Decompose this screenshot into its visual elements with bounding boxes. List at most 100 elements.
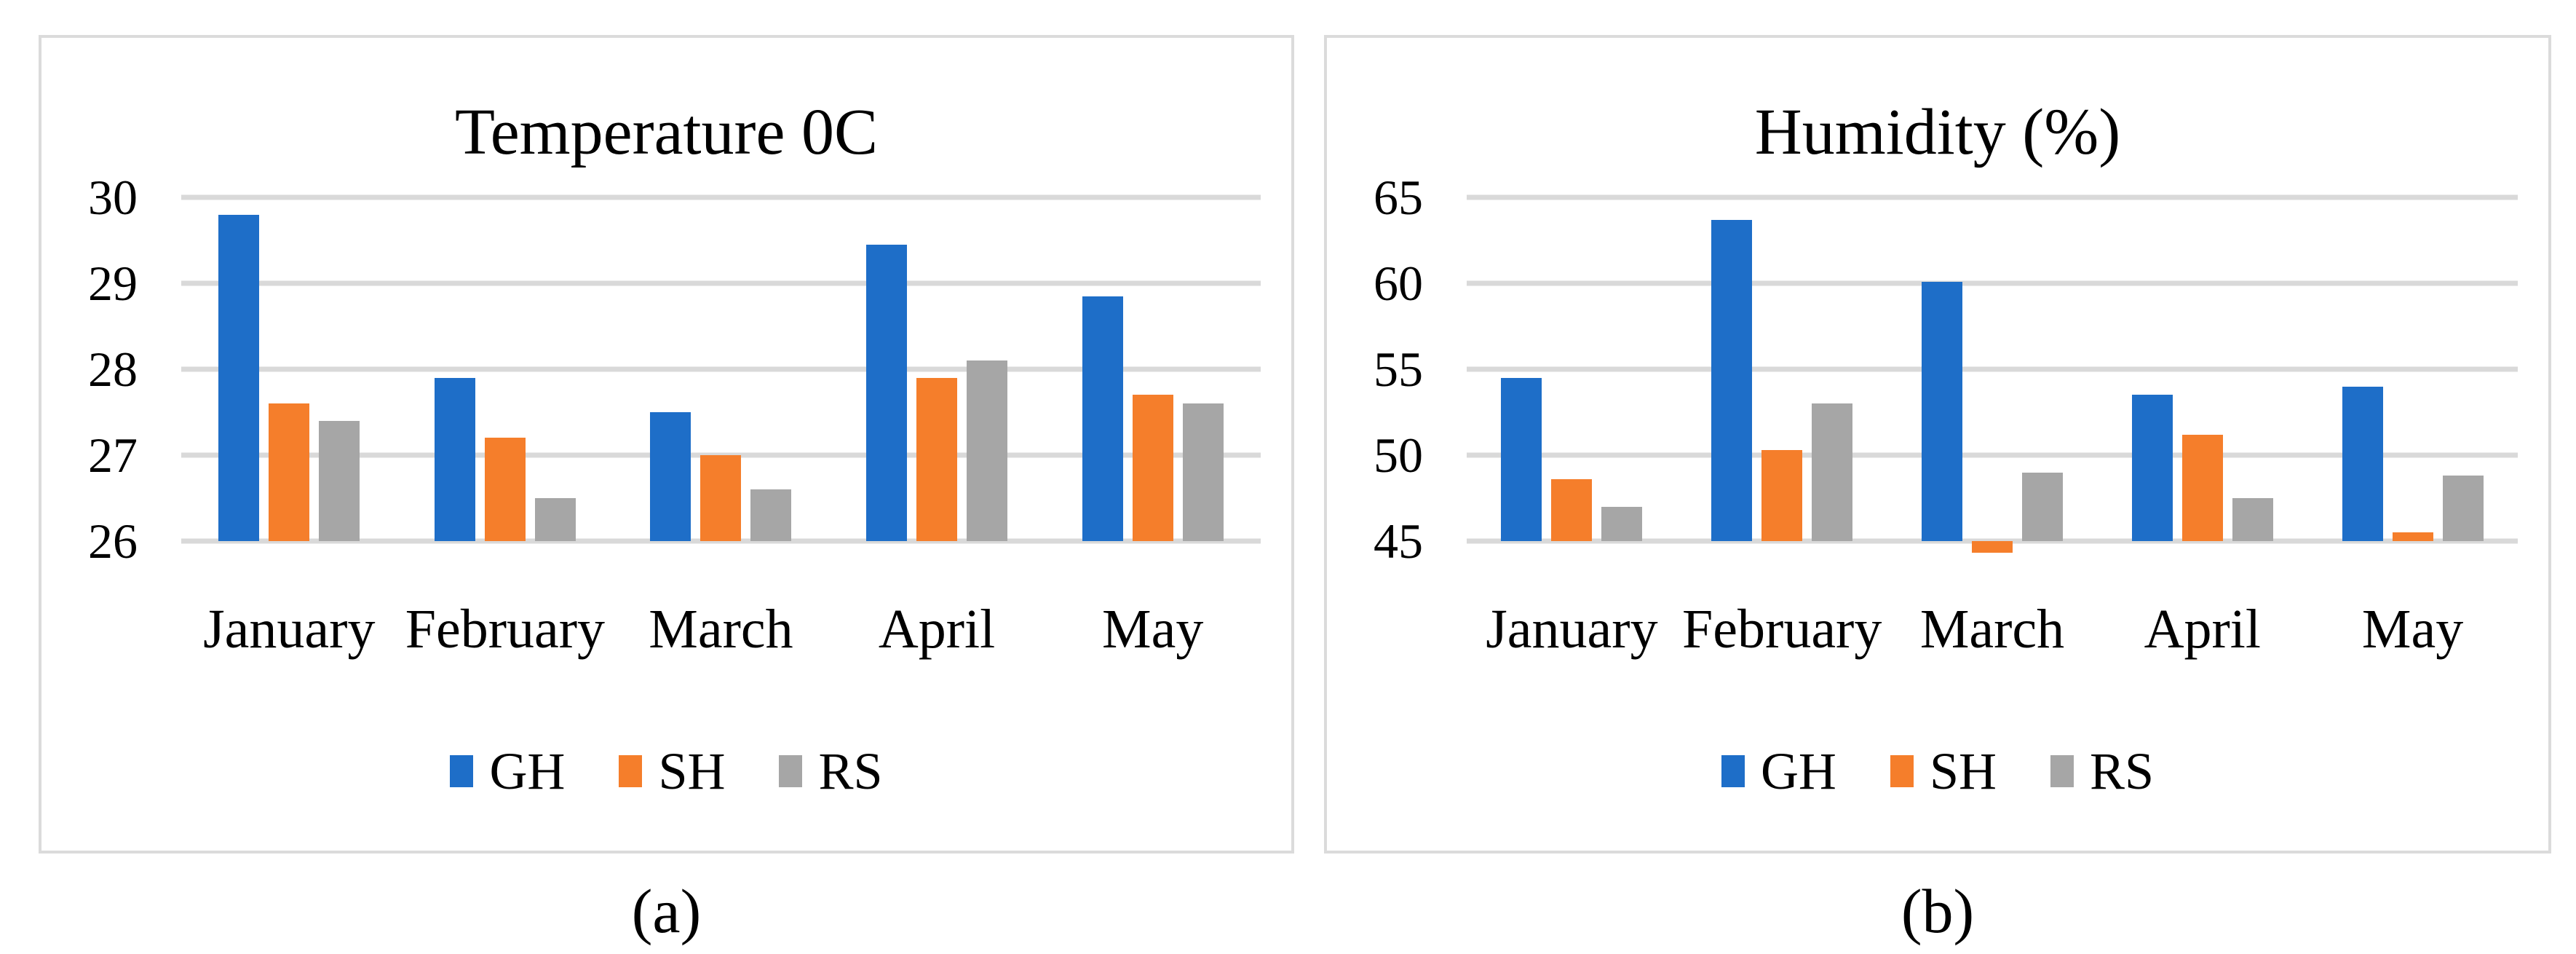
bar-sh-february xyxy=(484,438,526,541)
humidity-plot-area xyxy=(1467,194,2518,553)
y-tick-label: 55 xyxy=(1374,342,1423,397)
temperature-plot-area xyxy=(181,194,1261,544)
bar-gh-february xyxy=(1711,219,1753,541)
bar-gh-april xyxy=(2131,395,2173,541)
x-label-february: February xyxy=(1682,599,1882,660)
legend-label-gh: GH xyxy=(489,742,566,800)
legend-item-gh: GH xyxy=(450,745,565,797)
gridline-y-55 xyxy=(1467,366,2518,372)
bar-gh-april xyxy=(866,244,908,541)
x-label-may: May xyxy=(1102,599,1204,660)
legend-marker-rs-icon xyxy=(779,755,803,787)
legend-marker-rs-icon xyxy=(2050,755,2074,787)
bar-rs-may xyxy=(1182,403,1224,541)
bar-group-january xyxy=(1467,197,1677,541)
legend-marker-sh-icon xyxy=(619,755,643,787)
bar-gh-january xyxy=(1501,377,1542,541)
legend-item-rs: RS xyxy=(2050,745,2154,797)
x-label-may: May xyxy=(2361,599,2464,660)
humidity-x-axis-labels: January February March April May xyxy=(1467,586,2518,673)
bar-sh-january xyxy=(269,403,310,541)
y-tick-label: 28 xyxy=(88,342,138,397)
legend-label-gh: GH xyxy=(1760,742,1836,800)
legend-item-sh: SH xyxy=(619,745,725,797)
bar-gh-may xyxy=(2342,386,2383,541)
legend-label-rs: RS xyxy=(818,742,883,800)
x-label-march: March xyxy=(1919,599,2065,660)
humidity-legend: GH SH RS xyxy=(1327,731,2548,811)
bar-group-march xyxy=(1887,197,2098,553)
bar-group-april xyxy=(2097,197,2307,541)
temperature-chart-panel: Temperature 0C 26 27 28 29 30 January Februar… xyxy=(39,35,1294,854)
chart-title-temperature: Temperature 0C xyxy=(455,96,878,168)
legend-item-gh: GH xyxy=(1721,745,1836,797)
bar-rs-february xyxy=(1812,403,1853,541)
legend-label-rs: RS xyxy=(2089,742,2155,800)
temperature-legend: GH SH RS xyxy=(41,731,1291,811)
gridline-y-28 xyxy=(181,366,1261,372)
bar-gh-march xyxy=(650,412,691,541)
bar-group-march xyxy=(613,197,829,541)
bar-rs-march xyxy=(2021,472,2063,541)
y-tick-label: 60 xyxy=(1374,256,1423,311)
x-label-april: April xyxy=(2144,599,2261,660)
bar-rs-january xyxy=(1601,506,1643,541)
bar-sh-march xyxy=(1971,541,2013,553)
bar-sh-may xyxy=(1132,395,1173,541)
bar-sh-january xyxy=(1551,479,1593,541)
bar-gh-january xyxy=(218,214,260,541)
bar-group-may xyxy=(2307,197,2518,541)
bar-sh-april xyxy=(916,377,958,541)
gridline-y-60 xyxy=(1467,280,2518,286)
subfigure-caption-b: (b) xyxy=(1901,876,1975,946)
bar-sh-february xyxy=(1761,449,1803,541)
bar-rs-april xyxy=(967,360,1008,541)
bar-rs-april xyxy=(2232,498,2273,541)
bar-sh-march xyxy=(700,455,742,541)
bar-group-february xyxy=(1677,197,1887,541)
x-label-february: February xyxy=(405,599,606,660)
legend-label-sh: SH xyxy=(658,742,726,800)
y-tick-label: 26 xyxy=(88,513,138,569)
y-tick-label: 50 xyxy=(1374,427,1423,483)
bar-group-january xyxy=(181,197,397,541)
bar-rs-february xyxy=(534,498,576,541)
bar-group-may xyxy=(1045,197,1261,541)
y-tick-label: 30 xyxy=(88,170,138,225)
temperature-x-axis-labels: January February March April May xyxy=(181,586,1261,673)
bar-group-february xyxy=(397,197,614,541)
legend-label-sh: SH xyxy=(1929,742,1997,800)
y-tick-label: 27 xyxy=(88,427,138,483)
x-label-january: January xyxy=(1486,599,1658,660)
legend-item-rs: RS xyxy=(779,742,883,800)
legend-marker-gh-icon xyxy=(1721,755,1745,787)
bar-gh-march xyxy=(1921,281,1962,541)
chart-title-humidity: Humidity (%) xyxy=(1754,96,2121,168)
bar-gh-may xyxy=(1082,296,1123,541)
bar-rs-march xyxy=(750,489,792,541)
x-label-april: April xyxy=(878,599,996,660)
bar-gh-february xyxy=(434,377,475,541)
temperature-y-axis: 26 27 28 29 30 xyxy=(41,173,138,566)
bar-rs-january xyxy=(319,420,360,541)
bar-sh-april xyxy=(2181,434,2223,541)
gridline-y-29 xyxy=(181,280,1261,286)
legend-item-sh: SH xyxy=(1890,745,1997,797)
bar-group-april xyxy=(829,197,1045,541)
humidity-y-axis: 45 50 55 60 65 xyxy=(1327,173,1423,566)
legend-marker-gh-icon xyxy=(450,755,474,787)
x-label-march: March xyxy=(649,599,793,660)
y-tick-label: 29 xyxy=(88,256,138,311)
bar-sh-may xyxy=(2392,532,2433,541)
legend-marker-sh-icon xyxy=(1890,755,1914,787)
bar-rs-may xyxy=(2442,476,2484,541)
gridline-y-26 xyxy=(181,538,1261,544)
humidity-chart-panel: Humidity (%) 45 50 55 60 65 January February M… xyxy=(1324,35,2551,854)
gridline-y-50 xyxy=(1467,452,2518,458)
gridline-y-65 xyxy=(1467,194,2518,200)
y-tick-label: 45 xyxy=(1374,513,1423,569)
x-label-january: January xyxy=(203,599,376,660)
subfigure-caption-a: (a) xyxy=(631,876,702,946)
gridline-y-30 xyxy=(181,194,1261,200)
y-tick-label: 65 xyxy=(1374,170,1423,225)
